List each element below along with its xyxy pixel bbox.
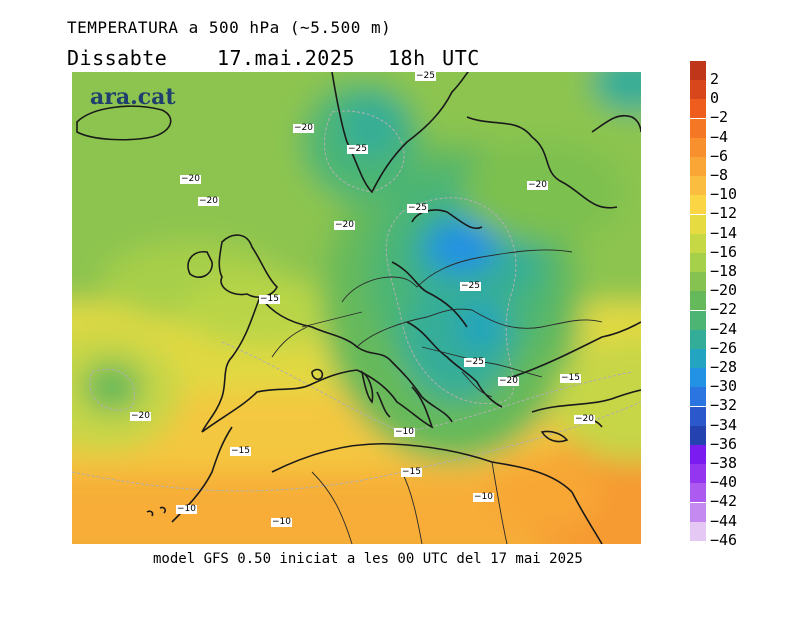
model-footer: model GFS 0.50 iniciat a les 00 UTC del … xyxy=(153,551,583,567)
contour-label: −20 xyxy=(198,196,219,206)
legend-swatch xyxy=(690,329,706,349)
legend-swatch xyxy=(690,195,706,215)
legend-label: −30 xyxy=(710,377,738,396)
legend-swatch xyxy=(690,176,706,196)
legend-label: 2 xyxy=(710,70,720,88)
contour-label: −10 xyxy=(473,492,494,502)
map-subtitle: Dissabte 17.mai.2025 18h UTC xyxy=(67,46,480,70)
legend-swatch xyxy=(690,80,706,100)
legend-label: −12 xyxy=(710,204,738,223)
contour-label: −10 xyxy=(176,504,197,514)
legend-swatch xyxy=(690,137,706,157)
legend-label: −32 xyxy=(710,396,738,415)
contour-label: −25 xyxy=(464,357,485,367)
contour-label: −20 xyxy=(574,414,595,424)
legend-label: −36 xyxy=(710,434,738,453)
legend-swatch xyxy=(690,310,706,330)
legend-swatch xyxy=(690,406,706,426)
contour-label: −15 xyxy=(401,467,422,477)
legend-label: −44 xyxy=(710,511,738,530)
contour-label: −25 xyxy=(460,281,481,291)
temperature-map xyxy=(72,72,641,544)
legend-label: −6 xyxy=(710,146,729,165)
legend-swatch xyxy=(690,445,706,464)
contour-label: −20 xyxy=(293,123,314,133)
color-legend: 2 0 −2 −4 −6 −8 −10 −12 −14 −16 −18 −20 −22 −24 −26 −28… xyxy=(690,61,790,561)
legend-label: −22 xyxy=(710,300,738,319)
legend-label: −4 xyxy=(710,127,729,146)
legend-label: −46 xyxy=(710,530,738,549)
legend-label: −2 xyxy=(710,108,729,127)
legend-swatch xyxy=(690,61,706,80)
legend-swatch xyxy=(690,425,706,445)
legend-swatch xyxy=(690,214,706,234)
legend-swatch xyxy=(690,157,706,176)
legend-label: −40 xyxy=(710,473,738,492)
legend-swatch xyxy=(690,349,706,368)
legend-label: 0 xyxy=(710,89,720,108)
temperature-field xyxy=(72,72,641,544)
legend-label: −34 xyxy=(710,415,738,434)
legend-label: −14 xyxy=(710,223,738,242)
contour-label: −20 xyxy=(130,411,151,421)
contour-label: −10 xyxy=(394,427,415,437)
contour-label: −20 xyxy=(180,174,201,184)
legend-swatch xyxy=(690,483,706,503)
contour-label: −20 xyxy=(498,376,519,386)
contour-label: −15 xyxy=(560,373,581,383)
legend-swatch xyxy=(690,502,706,522)
legend-label: −42 xyxy=(710,492,738,511)
legend-swatch xyxy=(690,118,706,138)
legend-swatch xyxy=(690,233,706,253)
legend-label: −10 xyxy=(710,185,738,204)
legend-label: −20 xyxy=(710,281,738,300)
borders xyxy=(271,249,603,544)
map-title: TEMPERATURA a 500 hPa (~5.500 m) xyxy=(67,18,392,37)
map-canvas xyxy=(72,72,641,544)
brand-logo: ara.cat xyxy=(90,84,176,110)
contour-label: −15 xyxy=(259,294,280,304)
legend-swatch xyxy=(690,368,706,388)
legend-label: −16 xyxy=(710,242,738,261)
legend-swatch xyxy=(690,521,706,541)
contour-label: −25 xyxy=(407,203,428,213)
contour-label: −20 xyxy=(334,220,355,230)
legend-label: −24 xyxy=(710,319,738,338)
legend-swatch xyxy=(690,387,706,407)
contour-label: −25 xyxy=(347,144,368,154)
contour-label: −10 xyxy=(271,517,292,527)
legend-label: −26 xyxy=(710,338,738,357)
contour-label: −15 xyxy=(230,446,251,456)
legend-swatch xyxy=(690,464,706,484)
legend-label: −28 xyxy=(710,358,738,376)
contour-label: −20 xyxy=(527,180,548,190)
legend-swatch xyxy=(690,272,706,292)
legend-label: −8 xyxy=(710,166,729,184)
legend-label: −38 xyxy=(710,454,738,472)
legend-swatch xyxy=(690,99,706,119)
contour-label: −25 xyxy=(415,71,436,81)
legend-label: −18 xyxy=(710,262,738,280)
legend-swatch xyxy=(690,253,706,272)
legend-swatch xyxy=(690,291,706,311)
